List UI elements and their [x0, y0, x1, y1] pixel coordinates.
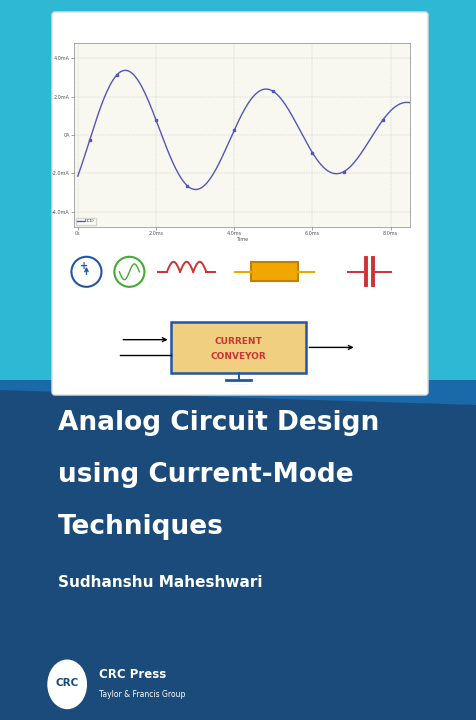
X-axis label: Time: Time: [236, 238, 248, 243]
FancyBboxPatch shape: [52, 12, 427, 395]
Text: Analog Circuit Design: Analog Circuit Design: [58, 410, 378, 436]
PathPatch shape: [0, 380, 476, 405]
Bar: [0, 0, 476, 395]
Text: CRC: CRC: [55, 678, 79, 688]
Text: +: +: [80, 261, 89, 271]
Legend: I(C1): I(C1): [76, 218, 96, 225]
Text: Sudhanshu Maheshwari: Sudhanshu Maheshwari: [58, 575, 262, 590]
Text: CURRENT: CURRENT: [214, 337, 262, 346]
Text: CRC Press: CRC Press: [99, 668, 166, 681]
Text: Techniques: Techniques: [58, 514, 223, 540]
Ellipse shape: [47, 660, 87, 709]
Text: CONVEYOR: CONVEYOR: [210, 351, 266, 361]
Bar: [250, 263, 297, 281]
FancyBboxPatch shape: [170, 322, 306, 373]
Text: using Current-Mode: using Current-Mode: [58, 462, 353, 488]
Text: Taylor & Francis Group: Taylor & Francis Group: [99, 690, 185, 698]
Bar: [0, 380, 476, 720]
